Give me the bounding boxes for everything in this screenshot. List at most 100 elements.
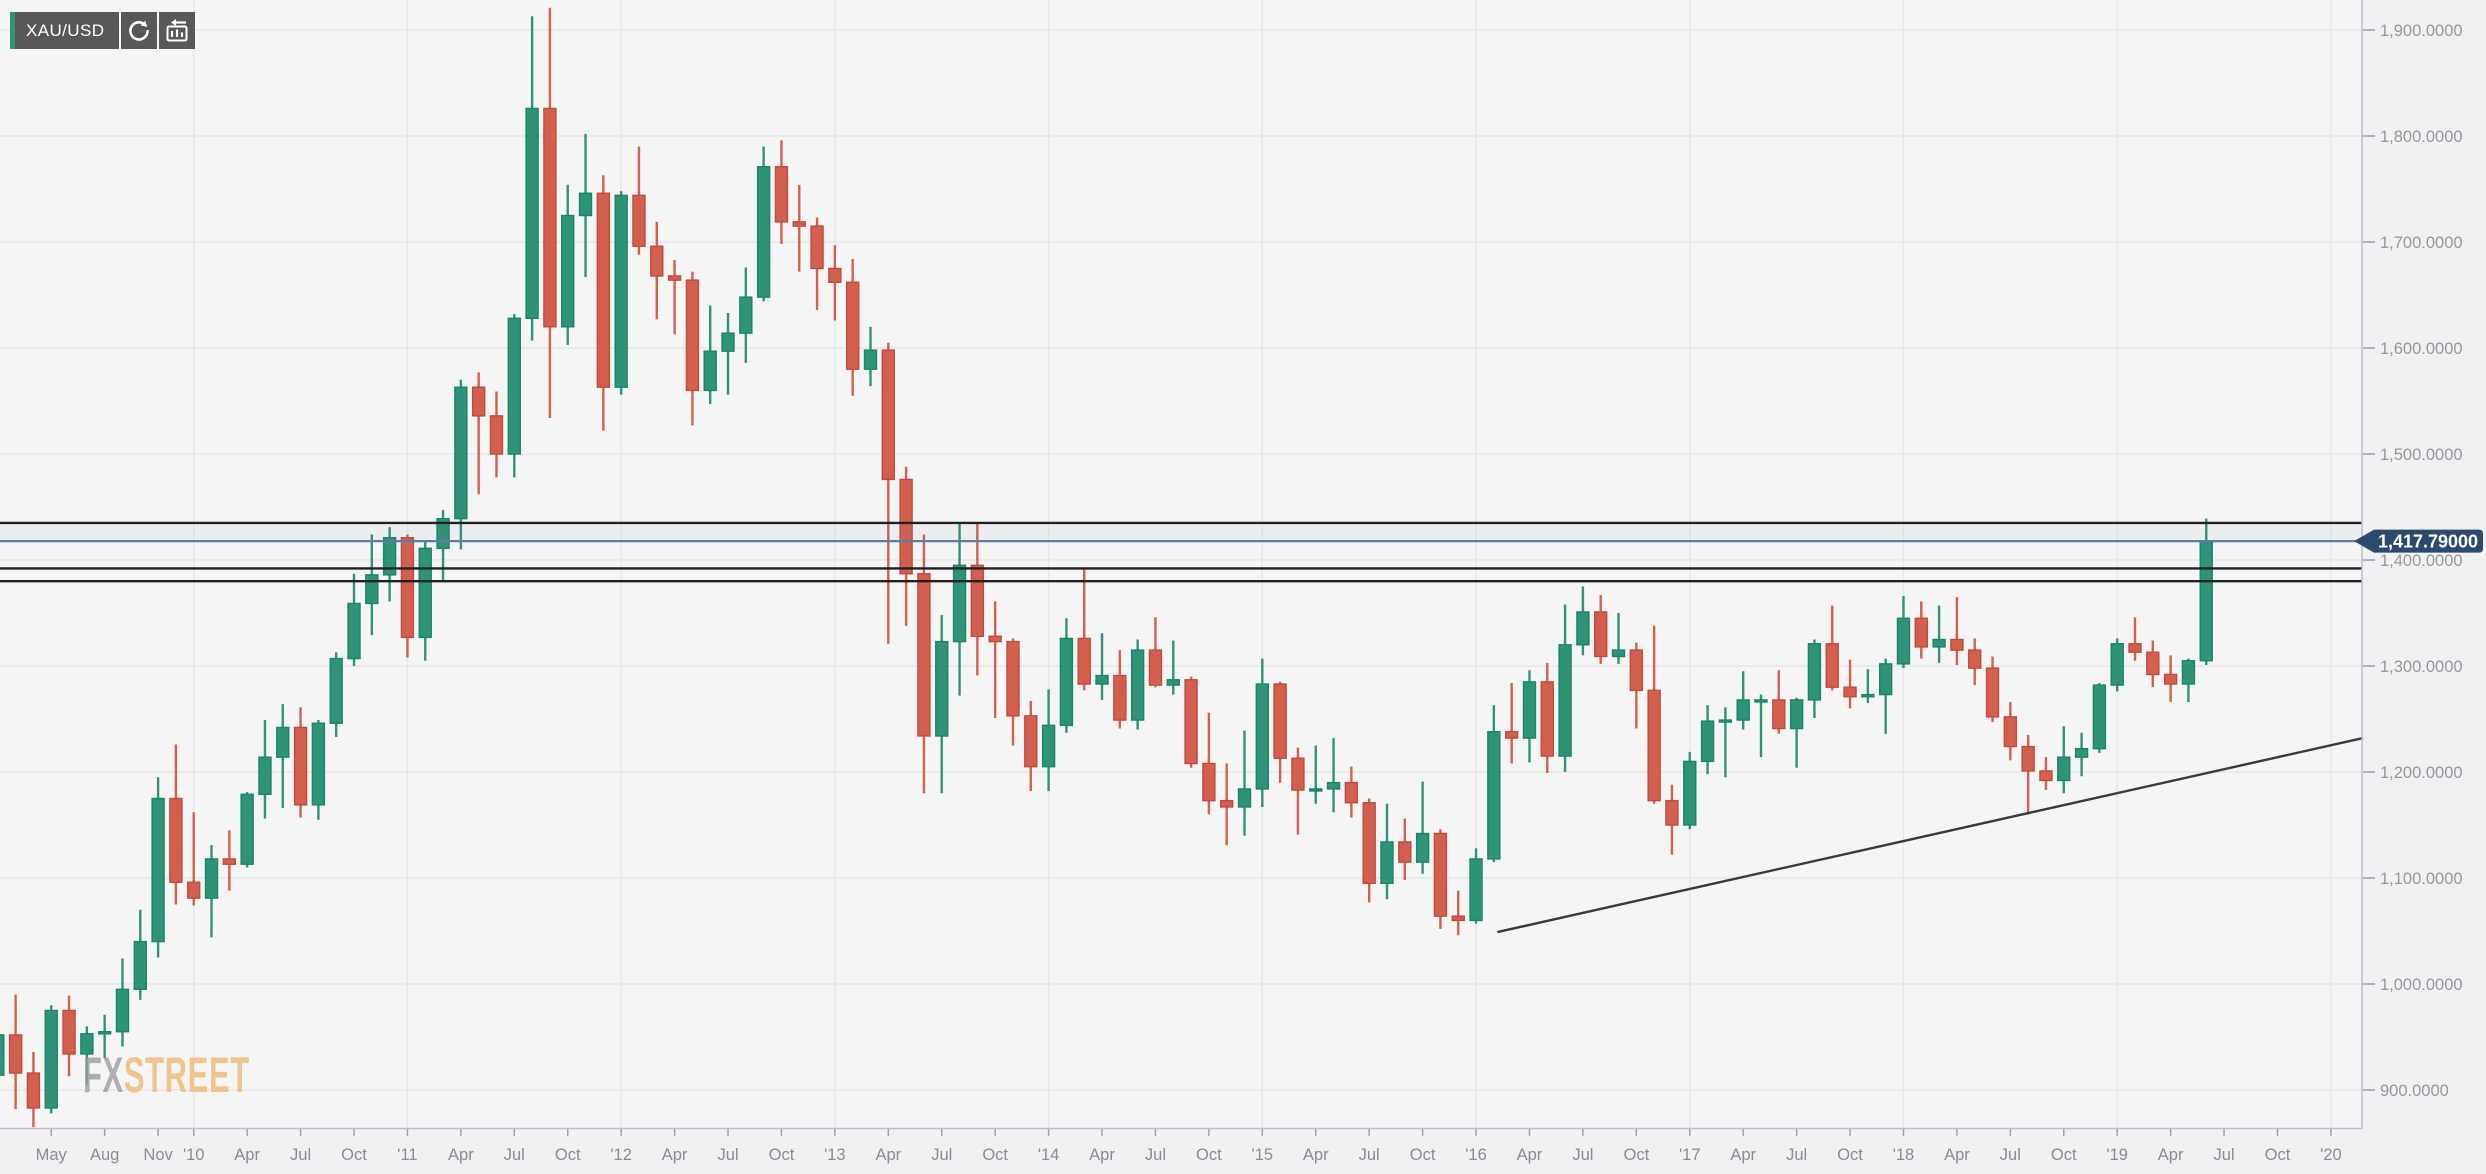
refresh-button[interactable] [121,12,158,49]
candle-body [0,1034,5,1076]
candle-body [739,296,753,334]
candle-2012-07 [721,313,735,395]
candle-2016-08 [1594,594,1608,664]
candle-body [1095,674,1109,685]
time-tick-label: '16 [1465,1146,1487,1164]
candle-body [1647,689,1661,802]
candle-body [2092,684,2107,750]
candle-2010-01 [187,812,201,906]
candle-body [828,267,842,283]
candle-2016-05 [1540,662,1554,774]
candle-body [1184,679,1198,765]
candle-2012-03 [650,221,664,320]
candle-body [400,537,415,639]
candle-body [1558,644,1572,757]
candle-body [1291,757,1305,791]
current-price-tag: 1,417.79000 [2354,529,2483,553]
candle-body [1878,663,1893,696]
price-tick-label: 1,900.0000 [2380,22,2463,40]
time-axis[interactable]: May Aug Nov '10 Apr Jul Oct '11 Apr Jul Oct '12 Apr J… [36,1129,2342,1164]
price-tick-label: 1,500.0000 [2380,446,2463,464]
candle-body [97,1030,112,1035]
candle-2015-02 [1273,681,1287,783]
candle-2012-05 [685,271,700,426]
time-tick-label: Apr [234,1146,260,1164]
chart-history-button[interactable] [159,12,196,49]
candle-body [685,279,700,392]
candle-2017-09 [1825,605,1839,691]
candle-2018-07 [2003,702,2018,761]
candle-2018-09 [2039,757,2053,791]
time-tick-label: Oct [341,1146,367,1164]
candle-2014-09 [1184,676,1198,768]
time-tick-label: Oct [2051,1146,2077,1164]
time-tick-label: Apr [1944,1146,1970,1164]
candle-body [1825,643,1839,688]
candle-body [1789,699,1804,730]
candle-2016-11 [1647,625,1661,804]
candle-2015-06 [1344,766,1359,818]
candle-2018-11 [2074,732,2089,777]
candle-body [1772,699,1786,730]
candle-body [1451,915,1465,922]
candle-2017-01 [1683,751,1697,830]
time-tick-label: Jul [1786,1146,1807,1164]
time-tick-label: Jul [931,1146,952,1164]
candle-body [614,194,628,388]
candle-2016-07 [1576,586,1590,656]
candle-body [329,657,343,724]
symbol-button[interactable]: XAU/USD [10,12,120,49]
time-tick-label: Jul [1572,1146,1593,1164]
candle-body [1540,681,1554,757]
candle-body [2128,643,2142,653]
time-tick-label: Jul [2000,1146,2021,1164]
candle-2011-09 [543,7,557,418]
time-tick-label: '13 [824,1146,846,1164]
candle-body [1683,760,1697,826]
candlestick-series [0,7,2213,1128]
candle-body [454,386,468,520]
candle-2017-10 [1843,659,1857,709]
candle-body [8,1034,23,1074]
chart-toolbar: XAU/USD [10,12,196,49]
price-axis[interactable]: 1,900.0000 1,800.0000 1,700.0000 1,600.0000… [2363,22,2463,1100]
candle-2018-06 [1985,656,2000,723]
candle-2010-07 [293,707,308,818]
time-tick-label: '11 [397,1146,417,1164]
candle-body [970,564,985,638]
candle-body [1718,719,1733,723]
time-tick-label: Apr [875,1146,901,1164]
candle-body [1433,832,1448,917]
candle-2016-02 [1487,705,1501,863]
candle-body [1326,781,1341,790]
trendline[interactable] [1497,736,2364,934]
candle-2013-06 [917,534,931,794]
time-tick-label: Apr [1730,1146,1756,1164]
candle-2014-03 [1077,568,1091,691]
candle-body [1077,637,1091,685]
candle-body [2146,651,2160,676]
candle-body [2039,770,2053,782]
candle-2012-10 [774,140,789,245]
candle-body [115,988,130,1033]
candle-body [1415,832,1430,863]
candle-body [988,635,1002,643]
candle-body [596,192,611,388]
candle-2009-06 [62,995,76,1077]
fxstreet-watermark: FXSTREET [83,1046,250,1102]
candle-body [1932,638,1946,648]
plot-area[interactable] [0,0,2362,1128]
candle-body [1629,649,1644,692]
time-tick-label: Oct [982,1146,1008,1164]
candle-2014-08 [1166,640,1180,695]
candle-body [917,573,931,737]
time-tick-label: '14 [1038,1146,1060,1164]
candle-2011-02 [418,540,432,661]
candle-2018-04 [1950,597,1964,665]
price-tick-label: 1,400.0000 [2380,552,2463,570]
time-tick-label: Oct [555,1146,581,1164]
candle-body [418,547,432,639]
time-tick-label: Jul [504,1146,525,1164]
candle-2015-09 [1398,818,1412,881]
